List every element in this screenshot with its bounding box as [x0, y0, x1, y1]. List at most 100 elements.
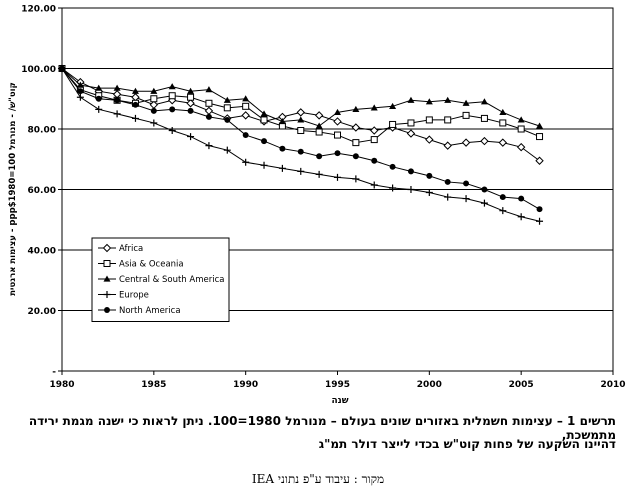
data-point	[389, 120, 397, 128]
data-point	[444, 96, 452, 103]
data-point	[535, 156, 544, 165]
data-point	[242, 102, 250, 110]
series-north-america	[59, 65, 543, 213]
data-point	[77, 88, 84, 95]
data-point	[444, 193, 452, 201]
data-point	[223, 104, 231, 112]
data-point	[187, 93, 195, 101]
data-point	[462, 111, 470, 119]
data-point	[462, 99, 470, 106]
data-point	[297, 148, 304, 155]
legend-label: Africa	[119, 244, 143, 254]
data-point	[205, 113, 212, 120]
data-point	[187, 87, 195, 94]
data-point	[315, 128, 323, 136]
data-point	[168, 83, 176, 90]
data-point	[204, 106, 214, 116]
legend-entry: Europe	[98, 291, 149, 301]
data-point	[150, 95, 158, 103]
data-point	[76, 93, 84, 101]
data-point	[498, 138, 508, 147]
data-point	[352, 139, 360, 147]
data-point	[518, 195, 525, 202]
data-point	[150, 107, 157, 114]
legend-marker	[103, 275, 111, 282]
data-point	[95, 95, 102, 102]
data-point	[425, 116, 433, 124]
data-point	[481, 186, 488, 193]
series-line	[61, 68, 540, 210]
data-point	[499, 194, 506, 201]
data-point	[242, 158, 250, 166]
data-point	[131, 114, 139, 122]
data-point	[370, 136, 378, 144]
x-axis-title: שנה	[331, 396, 348, 406]
data-point	[463, 180, 470, 187]
data-point	[443, 141, 452, 150]
data-point	[314, 111, 324, 120]
data-point	[260, 116, 268, 124]
data-point	[261, 138, 268, 145]
data-point	[187, 107, 194, 114]
data-point	[536, 217, 544, 225]
x-tick-label: 2010	[600, 380, 625, 390]
data-point	[241, 111, 250, 120]
data-point	[242, 95, 250, 102]
data-point	[351, 123, 361, 132]
x-tick-label: 1985	[141, 380, 166, 390]
data-point	[480, 199, 488, 207]
data-point	[260, 161, 268, 169]
y-tick-label: 120.00	[21, 5, 56, 15]
data-point	[370, 104, 378, 111]
data-point	[334, 173, 341, 181]
data-point	[480, 98, 488, 105]
data-point	[516, 142, 526, 152]
data-point	[352, 105, 360, 112]
data-series	[57, 64, 544, 225]
energy-intensity-chart: - 20.00 40.00 60.00 80.00 100.00 120.00 1980 198…	[8, 5, 626, 407]
data-point	[407, 119, 415, 127]
data-point	[95, 84, 103, 91]
x-tick-label: 2005	[509, 380, 534, 390]
legend: Africa Asia & Oceania Central & South Amer…	[91, 237, 230, 322]
data-point	[224, 116, 231, 123]
data-point	[425, 189, 433, 197]
data-point	[297, 116, 305, 123]
figure-caption-line-1: תרשים 1 – עצימות חשמלית באזורים שונים בע…	[28, 414, 616, 442]
data-point	[444, 178, 451, 185]
data-point	[131, 87, 139, 94]
x-tick-label: 1980	[49, 380, 74, 390]
y-axis-title: עצימות ארגטית - ppp$קוט"ש/ - מנורמל 100=…	[8, 82, 18, 296]
data-point	[517, 116, 525, 123]
data-point	[59, 65, 65, 72]
data-point	[76, 81, 84, 88]
data-point	[389, 163, 396, 170]
legend-label: Asia & Oceania	[119, 260, 184, 270]
data-point	[352, 175, 360, 183]
data-point	[461, 138, 471, 147]
data-point	[334, 131, 341, 139]
data-point	[242, 132, 249, 139]
data-point	[131, 93, 140, 102]
legend-label: Europe	[119, 291, 149, 301]
data-point	[297, 127, 305, 135]
data-point	[407, 186, 415, 193]
data-point	[113, 110, 121, 118]
legend-entry: North America	[98, 306, 181, 316]
x-tick-label: 1995	[325, 380, 350, 390]
data-point	[536, 206, 543, 213]
data-point	[95, 105, 103, 113]
data-point	[279, 145, 286, 152]
data-point	[186, 99, 195, 108]
legend-entry: Africa	[98, 243, 143, 254]
data-point	[150, 119, 158, 127]
data-point	[149, 100, 159, 110]
x-tick-label: 1990	[233, 380, 258, 390]
data-point	[334, 150, 341, 157]
data-point	[370, 181, 378, 189]
data-point	[334, 108, 341, 115]
legend-marker	[103, 291, 111, 298]
data-point	[296, 108, 305, 117]
data-point	[187, 133, 195, 141]
series-europe	[58, 65, 544, 225]
